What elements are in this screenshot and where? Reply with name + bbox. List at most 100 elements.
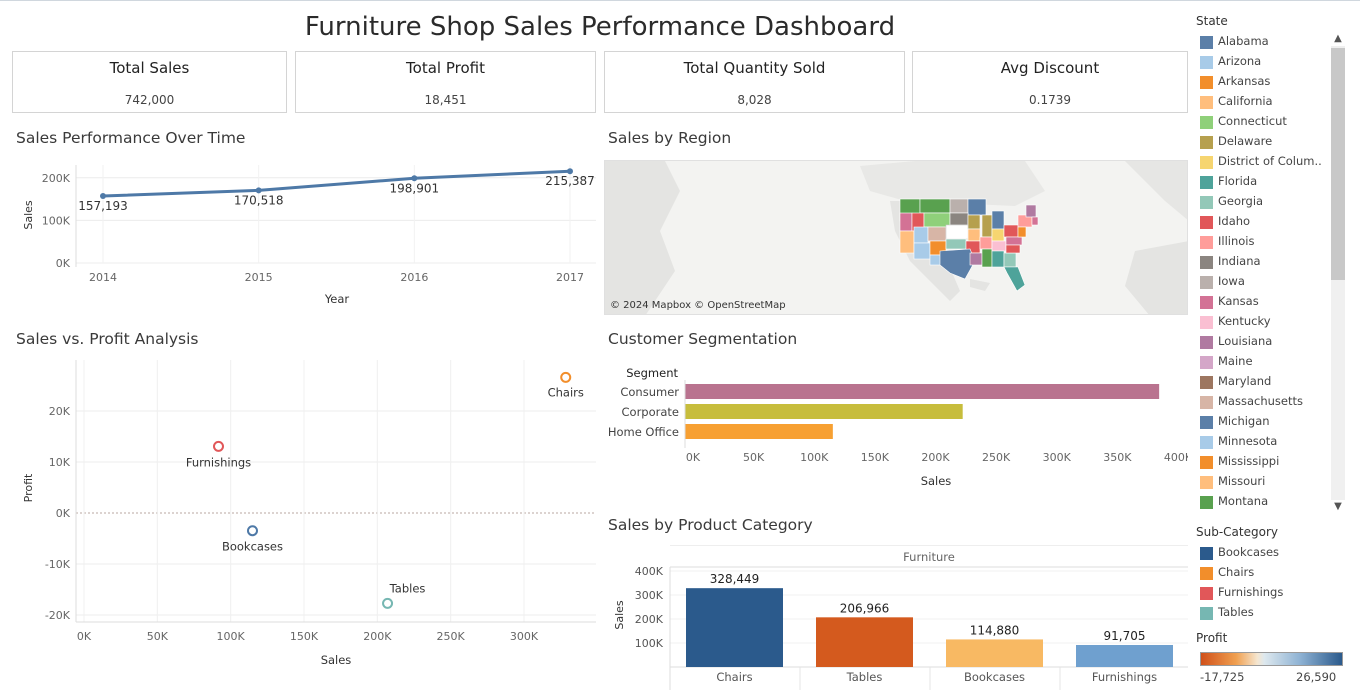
state-legend-scrollbar[interactable]: ▲ ▼ [1330, 30, 1346, 516]
kpi-label: Total Profit [406, 59, 485, 77]
x-axis-title: Sales [921, 474, 952, 488]
x-tick-label: 150K [290, 630, 319, 643]
x-tick-label: 50K [743, 451, 765, 464]
data-label: 114,880 [970, 623, 1020, 637]
x-tick-label: 300K [510, 630, 539, 643]
profit-gradient-bar [1200, 652, 1343, 666]
kpi-label: Total Quantity Sold [683, 59, 826, 77]
legend-swatch [1200, 216, 1213, 229]
legend-swatch [1200, 76, 1213, 89]
segment-header: Segment [626, 366, 678, 380]
map-attribution: © 2024 Mapbox © OpenStreetMap [610, 300, 786, 311]
profit-legend[interactable]: Profit [1196, 631, 1227, 645]
legend-label: Minnesota [1218, 434, 1278, 448]
subcategory-legend[interactable]: Sub-Category [1196, 525, 1278, 539]
legend-label: Idaho [1218, 214, 1251, 228]
legend-swatch [1200, 547, 1213, 560]
legend-label: Louisiana [1218, 334, 1273, 348]
x-tick-label: Tables [846, 670, 883, 684]
legend-swatch [1200, 156, 1213, 169]
state-legend-title: State [1196, 14, 1228, 28]
legend-label: Arizona [1218, 54, 1262, 68]
segment-bar [685, 424, 833, 439]
y-tick-label: 100K [635, 637, 664, 650]
legend-label: Kansas [1218, 294, 1259, 308]
sales-by-category-chart[interactable]: Furniture 100K 200K 300K 400K 328,449 Chairs 20… [604, 545, 1188, 690]
data-label: 198,901 [390, 181, 440, 195]
legend-label: Delaware [1218, 134, 1273, 148]
section-title-scatter: Sales vs. Profit Analysis [16, 330, 199, 348]
data-label: 215,387 [545, 174, 595, 188]
x-tick-label: 200K [921, 451, 950, 464]
profit-legend-max: 26,590 [1296, 670, 1337, 684]
kpi-avg-discount[interactable]: Avg Discount 0.1739 [912, 51, 1188, 113]
x-tick-label: 250K [982, 451, 1011, 464]
x-tick-label: Chairs [716, 670, 752, 684]
legend-label: Georgia [1218, 194, 1264, 208]
segment-bar [685, 384, 1160, 399]
kpi-total-sales[interactable]: Total Sales 742,000 [12, 51, 287, 113]
profit-legend-min: -17,725 [1200, 670, 1245, 684]
legend-swatch [1200, 176, 1213, 189]
legend-swatch [1200, 396, 1213, 409]
legend-label: Maryland [1218, 374, 1272, 388]
scroll-up-arrow-icon[interactable]: ▲ [1334, 33, 1342, 44]
x-tick-label: Bookcases [964, 670, 1025, 684]
y-axis-title: Sales [22, 200, 35, 230]
legend-label: Kentucky [1218, 314, 1271, 328]
legend-label: Arkansas [1218, 74, 1271, 88]
x-tick-label: 2016 [400, 271, 428, 284]
x-tick-label: 200K [363, 630, 392, 643]
legend-label: Florida [1218, 174, 1258, 188]
legend-label: Massachusetts [1218, 394, 1303, 408]
y-tick-label: 0K [56, 507, 71, 520]
sales-over-time-chart[interactable]: 0K 100K 200K 2014 2015 2016 2017 157,193 170,518… [16, 155, 600, 315]
category-bar [686, 588, 783, 667]
state-legend-items: Alabama Arizona Arkansas California Connecti… [1196, 34, 1328, 514]
x-tick-label: 2014 [89, 271, 117, 284]
profit-legend-title: Profit [1196, 631, 1228, 645]
category-bar [946, 639, 1043, 667]
x-tick-label: Furnishings [1092, 670, 1157, 684]
legend-swatch [1200, 376, 1213, 389]
customer-segmentation-chart[interactable]: Segment Consumer Corporate Home Office 0K 50K… [604, 358, 1188, 492]
point-label: Furnishings [186, 455, 251, 469]
line-point [100, 193, 106, 200]
sales-vs-profit-chart[interactable]: -20K -10K 0K 10K 20K 0K 50K 100K 150K 200K 250K 300… [16, 358, 600, 670]
scatter-point [382, 597, 394, 609]
scatter-point [560, 371, 572, 383]
x-tick-label: 100K [800, 451, 829, 464]
legend-swatch [1200, 96, 1213, 109]
legend-swatch [1200, 196, 1213, 209]
x-tick-label: 2015 [245, 271, 273, 284]
scroll-thumb[interactable] [1331, 48, 1345, 280]
y-tick-label: 100K [42, 214, 71, 227]
data-label: 328,449 [710, 572, 760, 586]
legend-swatch [1200, 416, 1213, 429]
kpi-label: Total Sales [109, 59, 190, 77]
x-axis-title: Year [324, 292, 350, 306]
legend-label: Furnishings [1218, 585, 1284, 599]
y-axis-title: Profit [22, 473, 35, 502]
sales-line [102, 169, 571, 198]
kpi-value: 0.1739 [1029, 93, 1071, 107]
scroll-down-arrow-icon[interactable]: ▼ [1334, 501, 1342, 512]
kpi-total-quantity[interactable]: Total Quantity Sold 8,028 [604, 51, 905, 113]
point-label: Bookcases [222, 540, 283, 554]
y-tick-label: 0K [56, 257, 71, 270]
section-title-time: Sales Performance Over Time [16, 129, 246, 147]
category-label: Corporate [622, 405, 680, 419]
legend-label: District of Colum.. [1218, 154, 1322, 168]
legend-swatch [1200, 256, 1213, 269]
category-label: Home Office [608, 425, 679, 439]
segment-bar [685, 404, 963, 419]
legend-swatch [1200, 456, 1213, 469]
kpi-total-profit[interactable]: Total Profit 18,451 [295, 51, 596, 113]
legend-swatch [1200, 116, 1213, 129]
legend-swatch [1200, 476, 1213, 489]
state-legend[interactable]: State [1196, 14, 1228, 28]
legend-label: Illinois [1218, 234, 1255, 248]
legend-label: California [1218, 94, 1273, 108]
legend-swatch [1200, 316, 1213, 329]
sales-by-region-map[interactable]: © 2024 Mapbox © OpenStreetMap [604, 160, 1188, 315]
